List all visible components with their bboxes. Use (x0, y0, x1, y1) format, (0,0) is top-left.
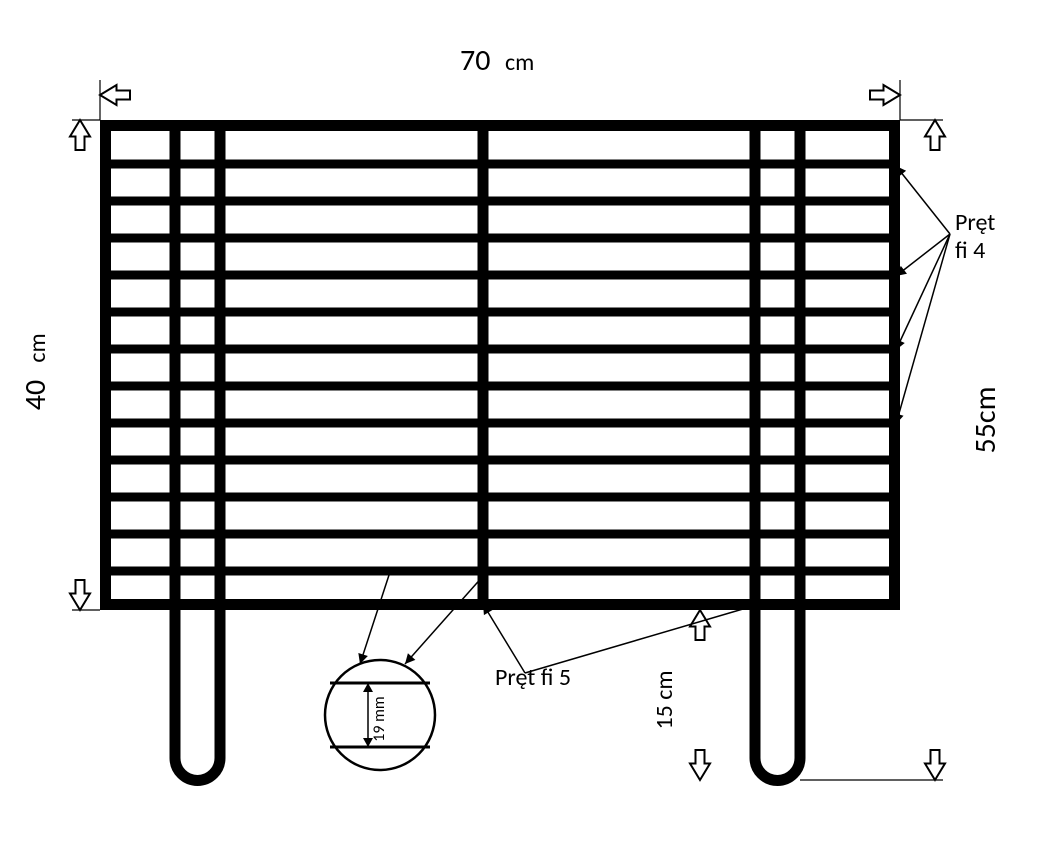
dimension-arrow (70, 580, 90, 610)
leg-curve (755, 758, 800, 781)
height-left-unit: cm (23, 333, 52, 362)
height-right: 55cm (967, 386, 1004, 453)
leader-line (896, 234, 950, 350)
leader-line (896, 234, 950, 276)
dimension-arrow (100, 85, 130, 105)
rod-fi4-label2: fi 4 (955, 236, 985, 265)
dimension-arrow (690, 750, 710, 780)
leg-curve (175, 758, 220, 780)
dimension-arrow (870, 85, 900, 105)
dimension-arrow (70, 120, 90, 150)
rod-fi5-label: Pręt fi 5 (495, 663, 571, 692)
dimension-arrow (690, 610, 710, 640)
leader-line (896, 234, 950, 424)
width-unit: cm (505, 48, 534, 77)
width-value: 70 (460, 42, 490, 79)
rod-fi4-label: Pręt (955, 208, 995, 237)
leg-height: 15 cm (650, 670, 679, 729)
dimension-arrow (925, 750, 945, 780)
leader-line (896, 166, 950, 234)
dimension-arrow (925, 120, 945, 150)
height-left-value: 40 (17, 380, 54, 410)
detail-dim: 19 mm (370, 696, 389, 741)
technical-drawing: 70 cm 40 cm 55cm 15 cm Prętfi 4 Pręt fi 5 19 mm (0, 0, 1044, 860)
leader-line (405, 575, 484, 664)
leader-line (360, 572, 390, 664)
